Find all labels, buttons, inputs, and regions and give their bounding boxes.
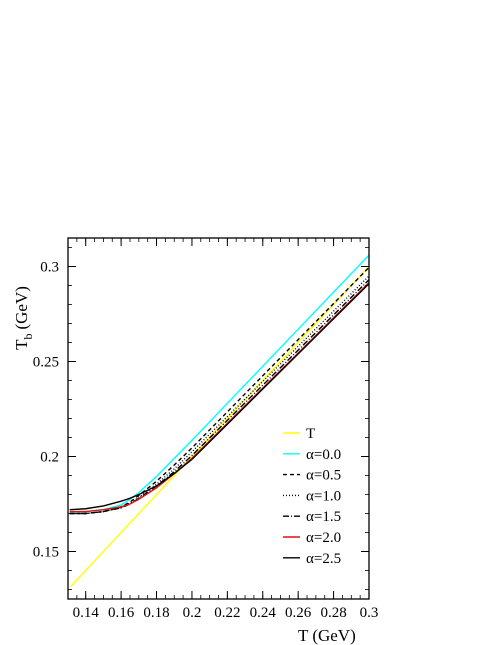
legend-label-5: α=2.0 [306,530,341,546]
plot-lines [69,254,369,588]
legend-label-6: α=2.5 [306,551,341,567]
y-axis-title: Tb (GeV) [12,286,35,350]
x-tick-label: 0.2 [183,605,202,621]
y-tick-label: 0.25 [33,355,59,371]
axis-ticks [67,238,370,599]
y-tick-label: 0.15 [33,545,59,561]
svg-text:Tb(GeV): Tb (GeV) [12,286,35,350]
y-axis-title-unit: (GeV) [12,286,31,329]
series-line-6 [69,283,369,511]
series-line-4 [69,279,369,515]
x-tick-label: 0.22 [214,605,240,621]
x-tick-label: 0.3 [360,605,379,621]
x-tick-label: 0.14 [73,605,100,621]
x-tick-label: 0.18 [143,605,169,621]
series-line-0 [70,266,369,588]
legend-label-0: T [306,426,315,442]
x-tick-label: 0.24 [250,605,277,621]
y-axis-title-main: T [12,339,31,350]
x-tick-label: 0.16 [108,605,135,621]
y-tick-label: 0.2 [40,450,59,466]
legend-label-2: α=0.5 [306,468,341,484]
y-tick-label: 0.3 [40,260,59,276]
legend-label-4: α=1.5 [306,509,341,525]
legend-label-3: α=1.0 [306,488,341,504]
legend: Tα=0.0 α=0.5 α=1.0 α=1.5 α=2.0 α=2.5 [283,426,341,567]
tick-labels: 0.14 0.16 0.18 0.2 0.22 0.24 0.26 0.28 0.3 0.15 0.… [33,260,379,622]
x-tick-label: 0.26 [285,605,312,621]
y-axis-title-sub: b [21,334,35,340]
x-tick-label: 0.28 [320,605,346,621]
legend-label-1: α=0.0 [306,447,341,463]
x-axis-title: T (GeV) [298,626,356,645]
